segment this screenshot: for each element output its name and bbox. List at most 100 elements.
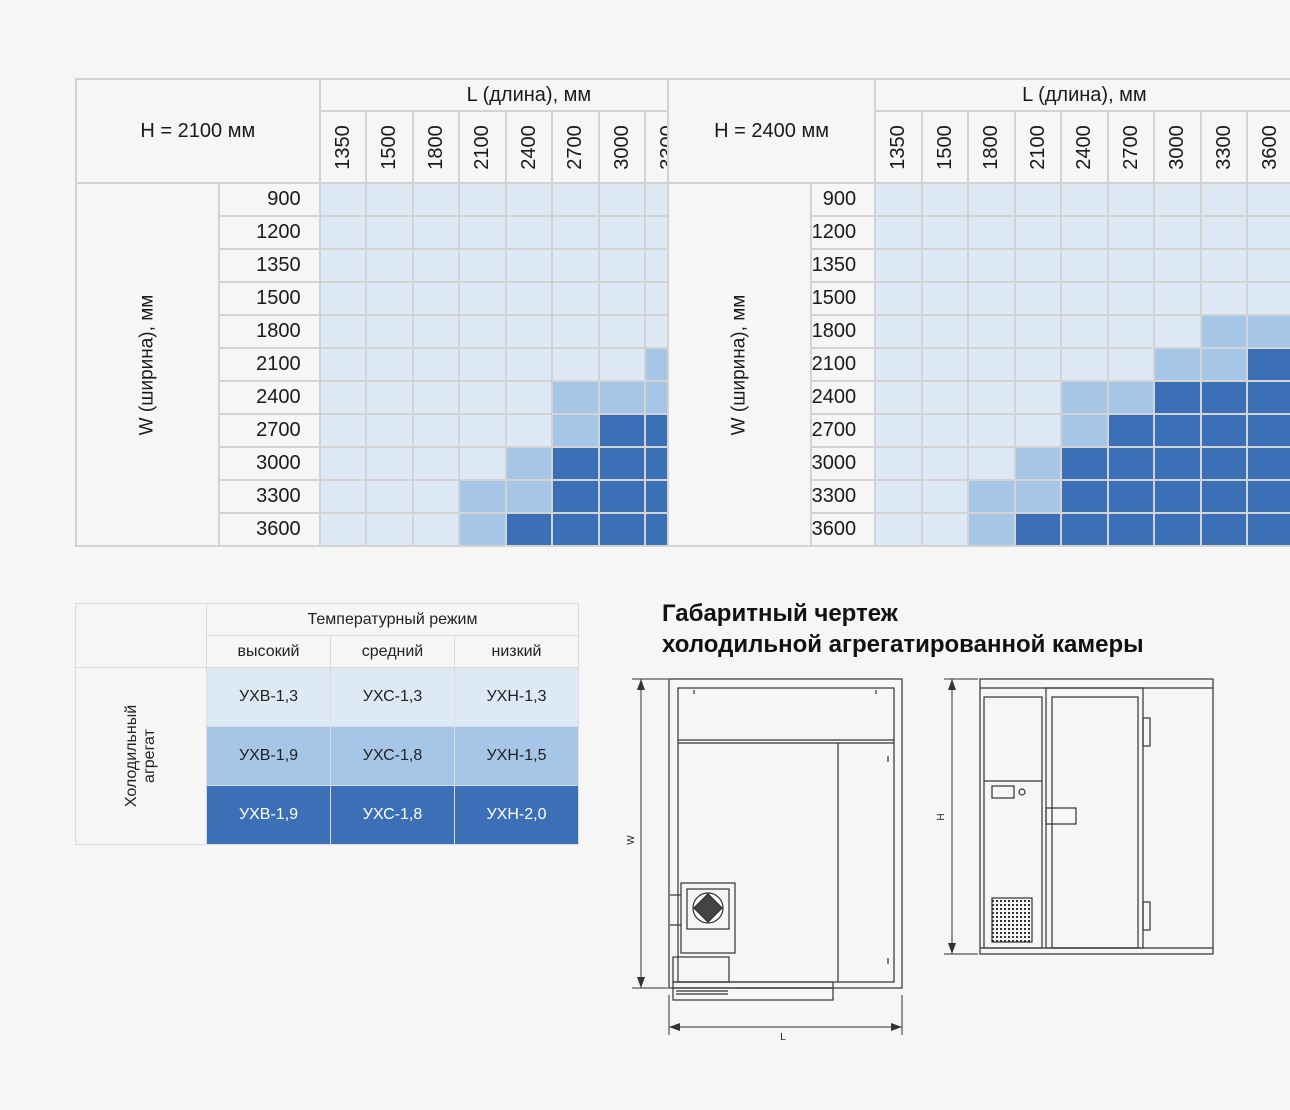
- size-cell-level-3: [1199, 479, 1249, 514]
- length-column-header: 1800: [411, 110, 461, 184]
- size-cell-level-1: [551, 215, 600, 250]
- unit-table-corner: [75, 603, 207, 668]
- width-row-header: 3600: [809, 512, 877, 547]
- size-cell-level-1: [1013, 215, 1063, 250]
- drawing-title: Габаритный чертеж холодильной агрегатиро…: [662, 598, 1144, 660]
- length-column-header: 3300: [1199, 110, 1249, 184]
- table-row: 2400: [76, 380, 740, 415]
- size-cell-level-1: [920, 314, 970, 349]
- size-cell-level-1: [967, 347, 1016, 382]
- width-row-header: 1200: [809, 215, 877, 250]
- size-cell-level-1: [1153, 182, 1202, 217]
- size-cell-level-1: [920, 446, 970, 481]
- size-cell-level-2: [1106, 380, 1156, 415]
- length-column-header: 1800: [967, 110, 1016, 184]
- size-cell-level-3: [1013, 512, 1063, 547]
- size-cell-level-3: [1246, 512, 1290, 547]
- table-row: 1200: [668, 215, 1290, 250]
- length-column-header: 2400: [504, 110, 554, 184]
- width-row-header: 2400: [217, 380, 321, 415]
- unit-cell: УХН-2,0: [454, 785, 579, 845]
- width-row-header: 1350: [217, 248, 321, 283]
- table-row: 2700: [76, 413, 740, 448]
- width-row-header: 3000: [809, 446, 877, 481]
- size-cell-level-1: [1060, 314, 1109, 349]
- size-cell-level-3: [1199, 413, 1249, 448]
- size-cell-level-1: [967, 182, 1016, 217]
- size-cell-level-3: [1199, 380, 1249, 415]
- size-cell-level-1: [1246, 182, 1290, 217]
- size-cell-level-1: [874, 380, 923, 415]
- cooling-unit-label: Холодильный агрегат: [75, 667, 207, 845]
- size-cell-level-2: [458, 479, 507, 514]
- table-row: 1500: [668, 281, 1290, 316]
- size-cell-level-3: [1246, 479, 1290, 514]
- size-cell-level-1: [411, 281, 461, 316]
- width-row-header: 1500: [809, 281, 877, 316]
- size-cell-level-1: [411, 380, 461, 415]
- size-cell-level-3: [504, 512, 554, 547]
- front-arrows: [948, 679, 956, 954]
- dim-l-label: L: [780, 1032, 786, 1043]
- drawing-title-line1: Габаритный чертеж: [662, 600, 898, 627]
- size-cell-level-3: [1060, 512, 1109, 547]
- size-cell-level-3: [1246, 380, 1290, 415]
- size-cell-level-1: [920, 248, 970, 283]
- size-cell-level-1: [411, 314, 461, 349]
- size-cell-level-1: [920, 347, 970, 382]
- length-column-header: 1500: [365, 110, 414, 184]
- size-cell-level-1: [318, 347, 368, 382]
- size-cell-level-1: [1106, 314, 1156, 349]
- width-row-header: 2700: [809, 413, 877, 448]
- size-cell-level-1: [1153, 248, 1202, 283]
- size-cell-level-1: [365, 182, 414, 217]
- size-cell-level-1: [967, 215, 1016, 250]
- size-cell-level-1: [920, 281, 970, 316]
- size-cell-level-1: [1060, 248, 1109, 283]
- size-cell-level-1: [874, 215, 923, 250]
- size-cell-level-1: [458, 248, 507, 283]
- size-cell-level-1: [1060, 347, 1109, 382]
- size-cell-level-2: [1060, 413, 1109, 448]
- front-dimensions: [944, 678, 978, 955]
- size-cell-level-2: [597, 380, 647, 415]
- mode-low: низкий: [454, 635, 579, 668]
- size-cell-level-1: [458, 347, 507, 382]
- unit-cell: УХВ-1,9: [206, 785, 331, 845]
- size-cell-level-1: [597, 215, 647, 250]
- size-cell-level-1: [1013, 314, 1063, 349]
- size-cell-level-1: [874, 182, 923, 217]
- size-cell-level-1: [411, 479, 461, 514]
- size-cell-level-3: [597, 479, 647, 514]
- length-column-header: 2400: [1060, 110, 1109, 184]
- plan-dimensions: [632, 678, 903, 1035]
- size-cell-level-3: [1246, 347, 1290, 382]
- size-cell-level-1: [1013, 413, 1063, 448]
- size-cell-level-3: [1106, 446, 1156, 481]
- size-cell-level-1: [458, 380, 507, 415]
- size-cell-level-2: [504, 479, 554, 514]
- size-cell-level-2: [1013, 446, 1063, 481]
- table-row: 1350: [668, 248, 1290, 283]
- size-cell-level-1: [920, 380, 970, 415]
- unit-cell: УХВ-1,9: [206, 726, 331, 786]
- width-row-header: 2700: [217, 413, 321, 448]
- size-cell-level-1: [1246, 281, 1290, 316]
- size-cell-level-3: [551, 512, 600, 547]
- size-cell-level-2: [551, 413, 600, 448]
- size-cell-level-1: [551, 314, 600, 349]
- size-cell-level-1: [504, 215, 554, 250]
- width-row-header: 1800: [217, 314, 321, 349]
- size-cell-level-3: [1060, 446, 1109, 481]
- size-cell-level-1: [1013, 182, 1063, 217]
- unit-cell: УХС-1,8: [330, 785, 455, 845]
- size-cell-level-1: [920, 182, 970, 217]
- size-cell-level-1: [967, 413, 1016, 448]
- unit-cell: УХС-1,8: [330, 726, 455, 786]
- width-axis-label: W (ширина), мм: [75, 182, 220, 547]
- size-cell-level-1: [597, 248, 647, 283]
- unit-cell: УХС-1,3: [330, 667, 455, 727]
- size-cell-level-1: [458, 281, 507, 316]
- size-cell-level-1: [874, 446, 923, 481]
- dim-w-label: W: [626, 835, 637, 845]
